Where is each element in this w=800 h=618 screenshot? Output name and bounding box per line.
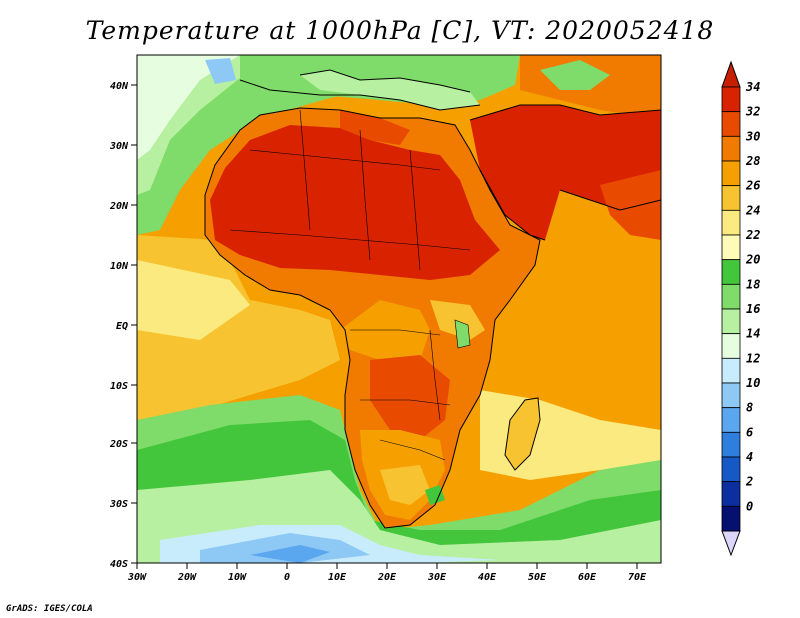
lat-label-30n: 30N bbox=[109, 141, 129, 152]
colorbar-swatch bbox=[721, 505, 741, 532]
colorbar-swatch bbox=[721, 135, 741, 162]
coastlines bbox=[204, 69, 661, 529]
colorbar-label: 8 bbox=[746, 401, 753, 415]
lat-label-30s: 30S bbox=[109, 499, 128, 510]
colorbar-swatch bbox=[721, 259, 741, 285]
colorbar-swatch bbox=[721, 407, 741, 433]
chart-title: Temperature at 1000hPa [C], VT: 20200524… bbox=[85, 16, 715, 45]
colorbar-arrow-bottom bbox=[721, 530, 741, 557]
colorbar-label: 18 bbox=[746, 277, 760, 291]
lon-label-10e: 10E bbox=[328, 572, 347, 583]
colorbar-swatch bbox=[721, 86, 741, 113]
temperature-field bbox=[137, 55, 661, 563]
lat-axis bbox=[131, 84, 137, 564]
colorbar-swatch bbox=[721, 185, 741, 211]
colorbar-swatch bbox=[721, 160, 741, 187]
colorbar-swatch bbox=[721, 209, 741, 236]
lon-label-70e: 70E bbox=[628, 572, 647, 583]
lon-label-10w: 10W bbox=[228, 572, 247, 583]
colorbar-label: 30 bbox=[745, 129, 760, 143]
colorbar-swatch bbox=[721, 308, 741, 335]
lat-label-10s: 10S bbox=[110, 381, 128, 392]
lon-label-20e: 20E bbox=[377, 572, 397, 583]
lat-label-40n: 40N bbox=[110, 81, 129, 92]
lat-label-20s: 20S bbox=[109, 439, 128, 450]
colorbar-swatch bbox=[721, 234, 741, 261]
colorbar-label: 26 bbox=[745, 179, 760, 193]
colorbar-swatch bbox=[721, 456, 741, 483]
lat-label-20n: 20N bbox=[109, 201, 129, 212]
lat-label-10n: 10N bbox=[110, 261, 129, 272]
colorbar-label: 0 bbox=[746, 499, 753, 513]
lat-label-eq: EQ bbox=[116, 321, 128, 332]
colorbar-label: 10 bbox=[746, 376, 760, 390]
lon-labels: 30W 20W 10W 0 10E 20E 30E 40E 50E 60E 70… bbox=[127, 572, 647, 583]
lon-axis bbox=[136, 563, 638, 569]
colorbar-swatch bbox=[721, 382, 741, 409]
colorbar-label: 24 bbox=[745, 203, 760, 217]
colorbar-swatch bbox=[721, 333, 741, 359]
lon-label-40e: 40E bbox=[478, 572, 497, 583]
colorbar-swatch bbox=[721, 481, 741, 507]
colorbar-label: 6 bbox=[746, 425, 753, 439]
colorbar-label: 28 bbox=[745, 154, 760, 168]
colorbar-arrow-top bbox=[721, 60, 741, 88]
colorbar-label: 14 bbox=[746, 327, 760, 341]
colorbar-label: 2 bbox=[745, 475, 753, 489]
lon-label-30e: 30E bbox=[427, 572, 447, 583]
colorbar-swatch bbox=[721, 431, 741, 458]
colorbar-label: 22 bbox=[745, 228, 760, 242]
lon-label-0: 0 bbox=[284, 572, 290, 583]
lat-labels: 40N 30N 20N 10N EQ 10S 20S 30S 40S bbox=[109, 81, 129, 570]
colorbar-label: 32 bbox=[745, 105, 760, 119]
colorbar-swatch bbox=[721, 283, 741, 310]
colorbar-label: 4 bbox=[746, 450, 753, 464]
colorbar-label: 12 bbox=[746, 351, 760, 365]
lon-label-30w: 30W bbox=[127, 572, 147, 583]
colorbar-swatch bbox=[721, 111, 741, 137]
credit-text: GrADS: IGES/COLA bbox=[6, 604, 93, 614]
colorbar-label: 16 bbox=[746, 302, 760, 316]
lat-label-40s: 40S bbox=[110, 559, 128, 570]
colorbar-label: 20 bbox=[745, 253, 760, 267]
lon-label-60e: 60E bbox=[578, 572, 597, 583]
map-frame bbox=[136, 54, 662, 564]
colorbar-swatch bbox=[721, 357, 741, 384]
lon-label-50e: 50E bbox=[528, 572, 547, 583]
lon-label-20w: 20W bbox=[177, 572, 197, 583]
colorbar-label: 34 bbox=[745, 80, 760, 94]
